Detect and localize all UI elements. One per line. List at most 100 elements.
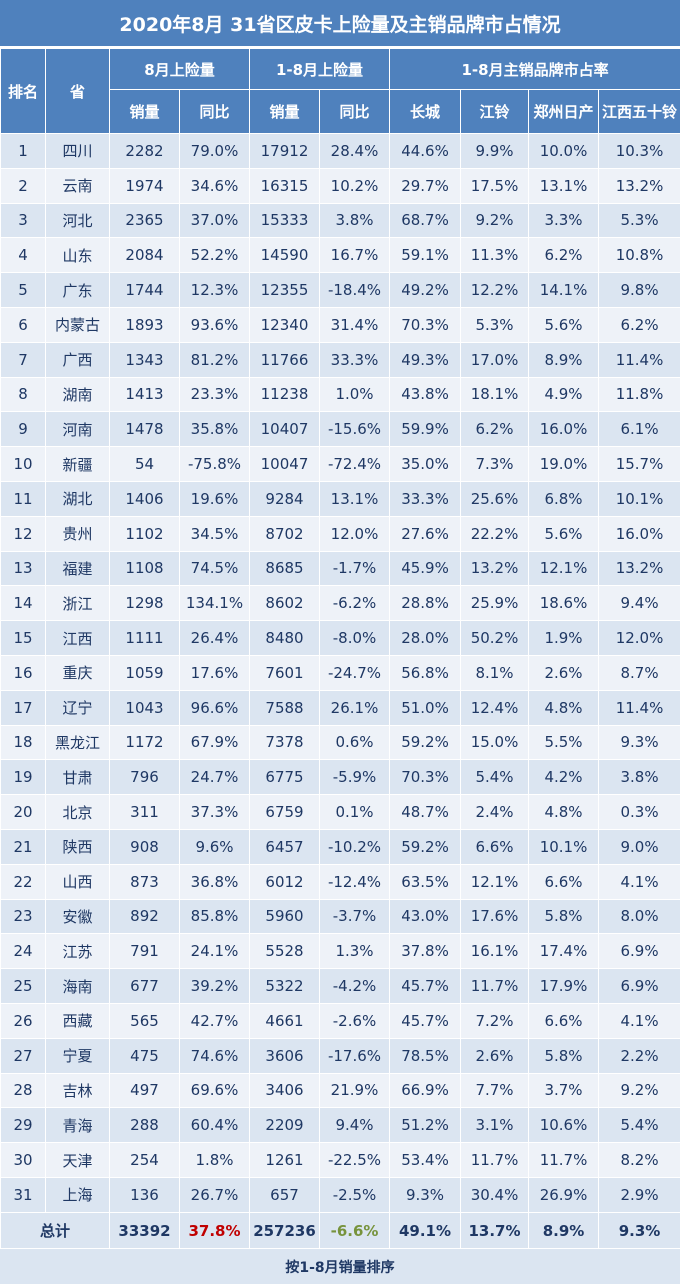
table-row: 9 河南 1478 35.8% 10407 -15.6% 59.9% 6.2% 16.0% 6.1… (0, 411, 680, 448)
rank-cell: 25 (0, 968, 46, 1004)
ytd-sales-cell: 7588 (249, 689, 320, 726)
share-greatwall-cell: 35.0% (389, 446, 462, 482)
share-jmc-cell: 11.7% (460, 968, 530, 1004)
aug-yoy-cell: 81.2% (179, 341, 250, 378)
total-share-greatwall: 49.1% (389, 1211, 462, 1250)
aug-yoy-cell: 74.5% (179, 550, 250, 587)
ytd-yoy-cell: 12.0% (318, 515, 391, 552)
share-jmc-cell: 6.6% (460, 828, 530, 865)
share-jxisuzu-cell: 9.0% (598, 828, 680, 865)
ytd-yoy-cell: -15.6% (318, 411, 391, 448)
share-jmc-cell: 18.1% (460, 376, 530, 413)
aug-sales-cell: 1172 (109, 724, 180, 761)
ytd-sales-cell: 10047 (249, 446, 320, 482)
share-zndp-cell: 5.8% (528, 898, 600, 935)
table-row: 17 辽宁 1043 96.6% 7588 26.1% 51.0% 12.4% 4.8% 11.4… (0, 689, 680, 726)
ytd-yoy-cell: 9.4% (318, 1107, 391, 1144)
aug-sales-cell: 54 (109, 446, 180, 482)
share-zndp-cell: 4.8% (528, 794, 600, 830)
share-jxisuzu-cell: 11.4% (598, 341, 680, 378)
table-row: 19 甘肃 796 24.7% 6775 -5.9% 70.3% 5.4% 4.2% 3.8% (0, 759, 680, 796)
ytd-yoy-cell: 33.3% (318, 341, 391, 378)
table-row: 24 江苏 791 24.1% 5528 1.3% 37.8% 16.1% 17.4% 6.9% (0, 933, 680, 970)
province-cell: 浙江 (45, 585, 110, 622)
share-greatwall-cell: 28.0% (389, 620, 462, 656)
header-row-groups: 排名 省 8月上险量 1-8月上险量 1-8月主销品牌市占率 (0, 48, 680, 134)
province-cell: 新疆 (45, 446, 110, 482)
aug-yoy-cell: 36.8% (179, 863, 250, 900)
share-greatwall-cell: 43.8% (389, 376, 462, 413)
ytd-yoy-cell: -18.4% (318, 272, 391, 308)
share-jmc-cell: 2.6% (460, 1037, 530, 1074)
share-greatwall-cell: 49.3% (389, 341, 462, 378)
aug-sales-cell: 873 (109, 863, 180, 900)
share-greatwall-cell: 45.9% (389, 550, 462, 587)
table-title: 2020年8月 31省区皮卡上险量及主销品牌市占情况 (0, 0, 680, 48)
share-jmc-cell: 17.0% (460, 341, 530, 378)
province-cell: 北京 (45, 794, 110, 830)
share-zndp-cell: 3.3% (528, 202, 600, 239)
rank-cell: 24 (0, 933, 46, 970)
share-jxisuzu-cell: 13.2% (598, 167, 680, 204)
rank-cell: 9 (0, 411, 46, 448)
aug-sales-cell: 1406 (109, 480, 180, 517)
share-zndp-cell: 5.6% (528, 306, 600, 343)
share-zndp-cell: 5.8% (528, 1037, 600, 1074)
ytd-sales-cell: 2209 (249, 1107, 320, 1144)
ytd-sales-cell: 657 (249, 1176, 320, 1213)
aug-sales-cell: 1893 (109, 306, 180, 343)
share-jmc-cell: 5.3% (460, 306, 530, 343)
province-cell: 湖南 (45, 376, 110, 413)
province-cell: 西藏 (45, 1002, 110, 1039)
ytd-yoy-cell: -2.6% (318, 1002, 391, 1039)
rank-cell: 10 (0, 446, 46, 482)
ytd-sales-cell: 8702 (249, 515, 320, 552)
table-row: 15 江西 1111 26.4% 8480 -8.0% 28.0% 50.2% 1.9% 12.0… (0, 620, 680, 656)
share-jxisuzu-cell: 13.2% (598, 550, 680, 587)
table-row: 23 安徽 892 85.8% 5960 -3.7% 43.0% 17.6% 5.8% 8.0% (0, 898, 680, 935)
rank-cell: 6 (0, 306, 46, 343)
share-zndp-cell: 26.9% (528, 1176, 600, 1213)
ytd-sales-cell: 7601 (249, 654, 320, 691)
aug-sales-cell: 475 (109, 1037, 180, 1074)
province-cell: 河南 (45, 411, 110, 448)
aug-yoy-cell: 35.8% (179, 411, 250, 448)
province-cell: 陕西 (45, 828, 110, 865)
share-greatwall-cell: 78.5% (389, 1037, 462, 1074)
table-row: 31 上海 136 26.7% 657 -2.5% 9.3% 30.4% 26.9% 2.9% (0, 1176, 680, 1213)
share-jmc-cell: 50.2% (460, 620, 530, 656)
aug-sales-cell: 497 (109, 1072, 180, 1109)
aug-sales-cell: 1413 (109, 376, 180, 413)
share-jxisuzu-cell: 6.1% (598, 411, 680, 448)
province-cell: 吉林 (45, 1072, 110, 1109)
aug-sales-cell: 791 (109, 933, 180, 970)
table-row: 11 湖北 1406 19.6% 9284 13.1% 33.3% 25.6% 6.8% 10.1… (0, 480, 680, 517)
table-row: 28 吉林 497 69.6% 3406 21.9% 66.9% 7.7% 3.7% 9.2% (0, 1072, 680, 1109)
aug-sales-cell: 2282 (109, 133, 180, 169)
ytd-yoy-cell: 16.7% (318, 237, 391, 274)
ytd-yoy-cell: 26.1% (318, 689, 391, 726)
ytd-yoy-cell: -2.5% (318, 1176, 391, 1213)
aug-yoy-cell: 23.3% (179, 376, 250, 413)
share-greatwall-cell: 43.0% (389, 898, 462, 935)
share-zndp-cell: 6.6% (528, 863, 600, 900)
ytd-sales-cell: 5960 (249, 898, 320, 935)
header-group-share: 1-8月主销品牌市占率 (389, 48, 680, 90)
share-jxisuzu-cell: 8.2% (598, 1142, 680, 1178)
share-greatwall-cell: 33.3% (389, 480, 462, 517)
share-greatwall-cell: 66.9% (389, 1072, 462, 1109)
province-cell: 内蒙古 (45, 306, 110, 343)
share-greatwall-cell: 29.7% (389, 167, 462, 204)
share-jxisuzu-cell: 6.9% (598, 933, 680, 970)
header-brand-zndp: 郑州日产 (528, 89, 600, 134)
ytd-sales-cell: 12340 (249, 306, 320, 343)
ytd-yoy-cell: -10.2% (318, 828, 391, 865)
aug-sales-cell: 908 (109, 828, 180, 865)
aug-yoy-cell: 19.6% (179, 480, 250, 517)
share-jxisuzu-cell: 6.2% (598, 306, 680, 343)
total-aug-yoy: 37.8% (179, 1211, 250, 1250)
ytd-yoy-cell: -8.0% (318, 620, 391, 656)
share-jmc-cell: 15.0% (460, 724, 530, 761)
share-greatwall-cell: 51.0% (389, 689, 462, 726)
share-jxisuzu-cell: 11.8% (598, 376, 680, 413)
